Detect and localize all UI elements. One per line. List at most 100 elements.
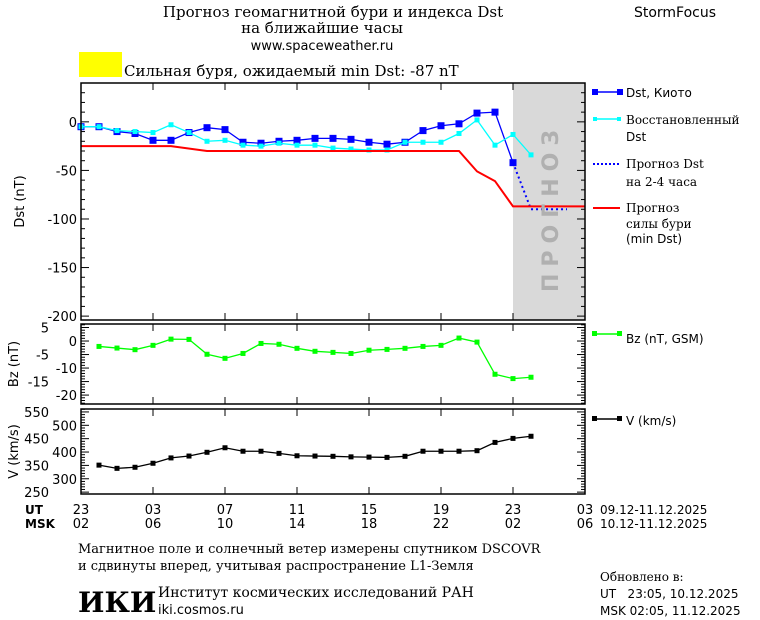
bz-panel: 5 0 -5 -10 -15 -20 Bz (nT)	[7, 322, 586, 405]
msk-tick-label: 22	[433, 517, 450, 532]
bz-series-0-point	[96, 343, 102, 349]
bz-series-0-point	[366, 347, 372, 353]
v-series-0-point	[456, 448, 462, 454]
updated-label: Обновлено в:	[600, 570, 684, 584]
legend-recon-1: Восстановленный	[626, 113, 740, 127]
v-series-0-point	[330, 453, 336, 459]
forecast-zone	[513, 83, 585, 320]
dst-series-2-line	[512, 162, 567, 211]
legend-v: V (km/s)	[626, 414, 676, 428]
legend-forecast-1: Прогноз Dst	[626, 157, 704, 171]
v-y-tick-label: 500	[52, 419, 77, 434]
bz-y-tick-label: 5	[41, 322, 49, 337]
brand: StormFocus	[634, 5, 716, 21]
ut-tick-label: 11	[289, 503, 306, 518]
legend-dst: Dst, Киото	[626, 86, 692, 100]
legend: Dst, Киото Восстановленный Dst Прогноз D…	[592, 86, 740, 428]
bz-y-tick-label: -20	[56, 389, 77, 404]
bz-series-0-point	[348, 350, 354, 356]
v-series-0-point	[96, 462, 102, 468]
dst-series-1-point	[204, 138, 210, 144]
v-series-0-point	[474, 448, 480, 454]
bz-series-0-point	[420, 343, 426, 349]
bz-y-tick-label: 0	[69, 335, 77, 350]
dst-series-0-point	[203, 124, 211, 132]
iki-logo: ИКИ	[78, 586, 156, 619]
dst-series-1-point	[150, 130, 156, 136]
legend-forecast-2: на 2-4 часа	[626, 175, 697, 189]
v-y-tick-label: 350	[24, 459, 49, 474]
dst-series-1-point	[348, 146, 354, 152]
dst-series-1-point	[510, 131, 516, 137]
dst-series-0-point	[383, 140, 391, 148]
bz-series-0-point	[438, 342, 444, 348]
updated-ut: UT 23:05, 10.12.2025	[600, 587, 738, 601]
v-y-axis-label: V (km/s)	[7, 424, 22, 479]
legend-storm-3: (min Dst)	[626, 232, 682, 246]
v-series-0-point	[240, 448, 246, 454]
v-series-0-point	[348, 454, 354, 460]
legend-recon-marker	[617, 117, 621, 121]
bz-series-0-point	[132, 347, 138, 353]
dst-series-1-point	[168, 122, 174, 128]
bz-series-0-point	[456, 335, 462, 341]
dst-series-1-point	[258, 143, 264, 149]
footer-note-1: Магнитное поле и солнечный ветер измерен…	[78, 542, 542, 557]
bz-series-0-point	[240, 350, 246, 356]
legend-v-marker	[592, 416, 597, 421]
dst-series-0-point	[167, 136, 175, 144]
dst-y-tick-label: -150	[47, 262, 77, 277]
v-series-0-point	[312, 453, 318, 459]
bz-plot-frame	[80, 323, 586, 405]
dst-series-0-point	[149, 136, 157, 144]
v-series-0-point	[132, 464, 138, 470]
dst-y-axis-label: Dst (nT)	[13, 175, 28, 227]
legend-dst-marker	[592, 89, 598, 95]
bz-y-tick-label: -15	[28, 376, 49, 391]
ut-tick-label: 23	[73, 503, 90, 518]
legend-recon-marker	[593, 117, 597, 121]
v-series-0-point	[420, 448, 426, 454]
v-series-0-point	[402, 453, 408, 459]
dst-y-tick-label: -200	[47, 310, 77, 325]
dst-series-0-point	[311, 134, 319, 142]
bz-series-0-point	[330, 349, 336, 355]
v-series-0-point	[222, 445, 228, 451]
dst-series-0-point	[419, 127, 427, 135]
v-series-0-point	[510, 435, 516, 441]
storm-level-swatch	[79, 52, 122, 77]
dst-series-1-point	[438, 139, 444, 145]
dst-y-tick-label: 0	[69, 116, 77, 131]
footer-note-2: и сдвинуты вперед, учитывая распростране…	[78, 559, 474, 574]
bz-series-0-point	[186, 336, 192, 342]
dst-series-0-point	[257, 139, 265, 147]
dst-series-1-point	[132, 129, 138, 135]
msk-date-range: 10.12-11.12.2025	[600, 517, 707, 531]
bz-series-0-point	[276, 341, 282, 347]
forecast-zone-label: ПРОГНОЗ	[539, 123, 564, 292]
bz-series-0-point	[168, 336, 174, 342]
legend-v-marker	[617, 416, 622, 421]
bz-series-0-point	[114, 345, 120, 351]
dst-series-1-point	[114, 128, 120, 134]
v-y-tick-label: 550	[24, 406, 49, 421]
bz-series-0-point	[474, 339, 480, 345]
updated-msk: MSK 02:05, 11.12.2025	[600, 604, 741, 618]
dst-series-0-point	[491, 108, 499, 116]
v-series-0-point	[294, 453, 300, 459]
dst-series-1-point	[330, 145, 336, 151]
v-series-0-point	[150, 460, 156, 466]
msk-tick-label: 18	[361, 517, 378, 532]
legend-bz: Bz (nT, GSM)	[626, 332, 704, 346]
dst-series-1-point	[402, 139, 408, 145]
dst-series-0-point	[293, 136, 301, 144]
dst-y-tick-label: -50	[56, 164, 77, 179]
dst-series-1-point	[312, 142, 318, 148]
v-plot-frame	[80, 408, 586, 495]
institute-site[interactable]: iki.cosmos.ru	[158, 603, 244, 618]
v-series-0-point	[366, 454, 372, 460]
dst-series-1-point	[456, 131, 462, 137]
dst-y-tick-label: -100	[47, 213, 77, 228]
